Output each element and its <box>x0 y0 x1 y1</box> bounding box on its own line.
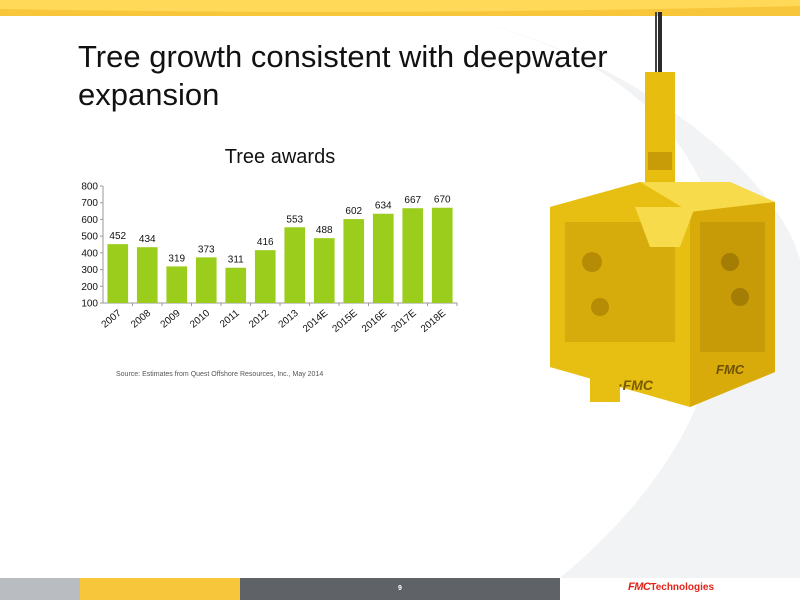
x-tick-label: 2015E <box>330 308 359 335</box>
y-tick-label: 600 <box>81 215 98 226</box>
x-tick-label: 2017E <box>389 308 418 335</box>
bar <box>343 219 365 303</box>
logo-suffix: Technologies <box>650 582 715 593</box>
y-tick-label: 200 <box>81 282 98 293</box>
x-tick-label: 2012 <box>247 308 271 331</box>
slide-title: Tree growth consistent with deepwater ex… <box>78 39 608 112</box>
footer-segment-yellow <box>80 578 240 600</box>
bar <box>402 208 424 303</box>
data-label: 416 <box>257 237 274 248</box>
x-tick-label: 2018E <box>419 308 448 335</box>
data-label: 319 <box>168 253 185 264</box>
chart-title: Tree awards <box>224 146 336 168</box>
data-label: 488 <box>316 225 333 236</box>
footer-bar: 9 <box>0 578 800 600</box>
data-label: 670 <box>434 195 451 206</box>
svg-text:FMC: FMC <box>716 362 745 377</box>
bar <box>372 213 394 303</box>
x-tick-label: 2007 <box>100 308 124 331</box>
x-tick-label: 2010 <box>188 308 212 331</box>
fmc-technologies-logo: FMCTechnologies <box>628 580 714 595</box>
x-tick-label: 2013 <box>277 308 301 331</box>
data-label: 667 <box>404 195 421 206</box>
data-label: 553 <box>286 214 303 225</box>
footer-segment-dark <box>240 578 560 600</box>
y-tick-label: 500 <box>81 232 98 243</box>
data-label: 373 <box>198 244 215 255</box>
data-label: 602 <box>345 206 362 217</box>
x-tick-label: 2014E <box>301 308 330 335</box>
data-label: 434 <box>139 234 156 245</box>
bar-chart: 100 200 300 400 500 600 700 800 452 2007 434 2008 31… <box>81 182 458 335</box>
svg-text:·FMC: ·FMC <box>618 377 654 393</box>
x-tick-label: 2008 <box>129 308 153 331</box>
x-tick-label: 2011 <box>218 308 242 331</box>
data-label: 452 <box>109 231 126 242</box>
subsea-tree-image: ·FMC FMC <box>550 12 775 407</box>
bar <box>225 267 247 303</box>
y-tick-label: 800 <box>81 182 98 193</box>
bar <box>254 250 276 303</box>
bar <box>313 238 335 303</box>
y-tick-label: 400 <box>81 248 98 259</box>
page-number: 9 <box>398 585 402 592</box>
y-tick-label: 100 <box>81 299 98 310</box>
x-tick-label: 2016E <box>360 308 389 335</box>
y-tick-label: 300 <box>81 265 98 276</box>
top-accent-stripe <box>0 0 800 16</box>
footer-segment-gray <box>0 578 80 600</box>
source-note: Source: Estimates from Quest Offshore Re… <box>116 371 324 378</box>
bar <box>284 227 306 303</box>
bar <box>195 257 217 303</box>
bar <box>136 247 158 303</box>
x-tick-label: 2009 <box>159 308 183 331</box>
bar <box>431 207 453 303</box>
y-tick-label: 700 <box>81 198 98 209</box>
logo-brand: FMC <box>628 581 651 593</box>
data-label: 634 <box>375 201 392 212</box>
bar <box>166 266 188 303</box>
data-label: 311 <box>228 255 244 266</box>
bar <box>107 244 129 303</box>
